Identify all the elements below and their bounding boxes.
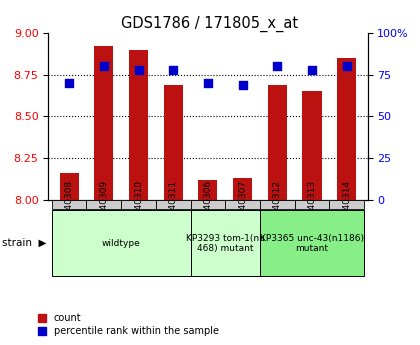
Legend: count, percentile rank within the sample: count, percentile rank within the sample xyxy=(34,309,223,340)
Text: GSM40313: GSM40313 xyxy=(307,180,317,229)
Bar xyxy=(129,49,148,200)
Bar xyxy=(52,200,87,209)
Text: GSM40311: GSM40311 xyxy=(169,180,178,229)
Point xyxy=(239,82,246,87)
Bar xyxy=(52,210,191,276)
Bar xyxy=(164,85,183,200)
Bar xyxy=(94,46,113,200)
Bar xyxy=(233,178,252,200)
Bar xyxy=(295,200,329,209)
Point xyxy=(170,67,176,72)
Point xyxy=(66,80,73,86)
Text: GSM40310: GSM40310 xyxy=(134,180,143,229)
Text: wildtype: wildtype xyxy=(102,239,141,248)
Text: strain  ▶: strain ▶ xyxy=(2,238,47,248)
Bar xyxy=(191,200,225,209)
Text: GSM40308: GSM40308 xyxy=(65,180,73,229)
Point xyxy=(100,63,107,69)
Point xyxy=(309,67,315,72)
Bar xyxy=(337,58,356,200)
Text: KP3293 tom-1(nu
468) mutant: KP3293 tom-1(nu 468) mutant xyxy=(186,234,265,253)
Text: GSM40309: GSM40309 xyxy=(99,180,108,229)
Bar xyxy=(191,210,260,276)
Bar xyxy=(60,173,79,200)
Bar xyxy=(87,200,121,209)
Point xyxy=(205,80,211,86)
Text: GDS1786 / 171805_x_at: GDS1786 / 171805_x_at xyxy=(121,16,299,32)
Text: KP3365 unc-43(n1186)
mutant: KP3365 unc-43(n1186) mutant xyxy=(260,234,364,253)
Point xyxy=(135,67,142,72)
Point xyxy=(343,63,350,69)
Bar xyxy=(260,210,364,276)
Text: GSM40306: GSM40306 xyxy=(203,180,213,229)
Bar xyxy=(268,85,287,200)
Bar xyxy=(260,200,295,209)
Bar xyxy=(198,180,218,200)
Bar xyxy=(121,200,156,209)
Text: GSM40307: GSM40307 xyxy=(238,180,247,229)
Bar xyxy=(302,91,322,200)
Text: GSM40314: GSM40314 xyxy=(342,180,351,229)
Text: GSM40312: GSM40312 xyxy=(273,180,282,229)
Bar xyxy=(329,200,364,209)
Bar xyxy=(156,200,191,209)
Bar xyxy=(225,200,260,209)
Point xyxy=(274,63,281,69)
